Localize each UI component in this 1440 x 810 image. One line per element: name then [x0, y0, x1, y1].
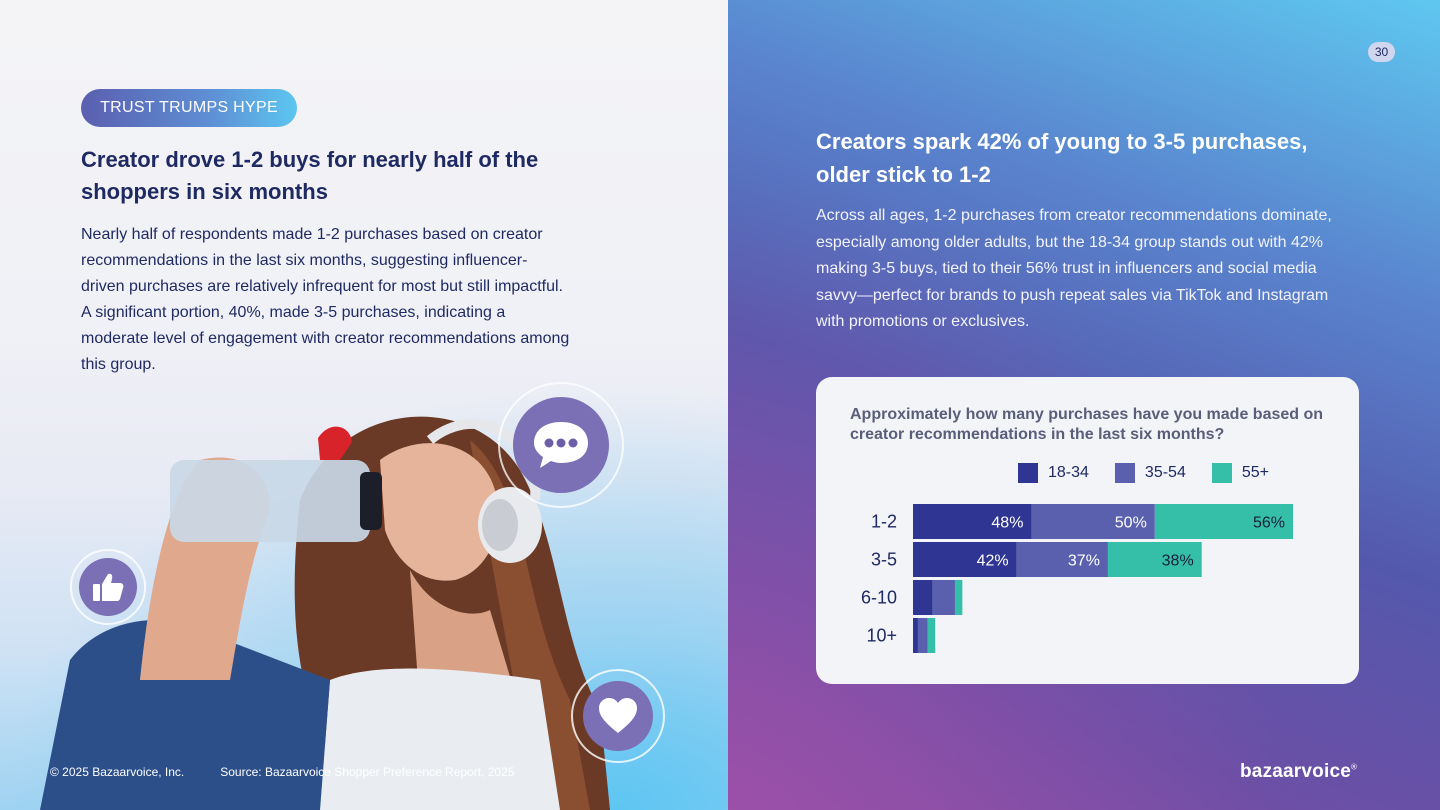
left-panel: TRUST TRUMPS HYPE Creator drove 1-2 buys…: [0, 0, 728, 810]
bar-18-34-1-2: [913, 504, 1032, 539]
heart-icon: [599, 698, 637, 733]
legend-item-35-54: 35-54: [1114, 463, 1186, 483]
copyright-text: © 2025 Bazaarvoice, Inc.: [50, 765, 185, 779]
bar-18-34-3-5: [913, 542, 1017, 577]
logo-registered-mark: ®: [1351, 762, 1358, 772]
bar-35-54-10+: [917, 618, 928, 653]
right-body: Across all ages, 1-2 purchases from crea…: [816, 207, 1332, 330]
chart-card: Approximately how many purchases have yo…: [816, 377, 1359, 684]
legend-item-55-plus: 55+: [1211, 463, 1269, 483]
legend-label: 18-34: [1048, 464, 1089, 481]
stacked-bar-chart: 1-2 48% 50% 56% 3-5 42% 37% 38% 6-10 10+: [861, 504, 1293, 653]
right-title: Creators spark 42% of young to 3-5 purch…: [816, 129, 1308, 187]
bar-18-34-6-10: [913, 580, 933, 615]
left-title: Creator drove 1-2 buys for nearly half o…: [81, 147, 539, 204]
legend-swatch-55-plus: [1211, 463, 1232, 483]
bazaarvoice-logo: bazaarvoice®: [1240, 761, 1357, 783]
legend-label: 55+: [1241, 464, 1269, 481]
section-tag: TRUST TRUMPS HYPE: [81, 89, 297, 127]
data-label-35-54-3-5: 37%: [1068, 553, 1100, 570]
data-label-55+-3-5: 38%: [1162, 553, 1194, 570]
bar-35-54-3-5: [1016, 542, 1108, 577]
heart-badge: [571, 669, 665, 763]
data-label-18-34-3-5: 42%: [977, 553, 1009, 570]
footer-left: © 2025 Bazaarvoice, Inc. Source: Bazaarv…: [50, 765, 514, 779]
jacket-shape: [40, 620, 330, 810]
data-label-18-34-1-2: 48%: [991, 515, 1023, 532]
thumbs-up-icon: [93, 573, 124, 601]
bar-35-54-1-2: [1031, 504, 1155, 539]
woman-drinking-illustration: [40, 416, 610, 810]
face-shape: [380, 443, 499, 581]
legend-item-18-34: 18-34: [1018, 463, 1089, 483]
chat-bubble-icon: [534, 422, 588, 468]
bar-55+-6-10: [954, 580, 963, 615]
chart-legend: 18-34 35-54 55+: [1018, 463, 1269, 483]
chat-bubble-badge: [498, 382, 624, 508]
category-label-3-5: 3-5: [871, 550, 897, 570]
data-label-55+-1-2: 56%: [1253, 515, 1285, 532]
legend-swatch-18-34: [1018, 463, 1038, 483]
shirt-shape: [320, 668, 560, 810]
category-label-1-2: 1-2: [871, 512, 897, 532]
source-text: Source: Bazaarvoice Shopper Preference R…: [220, 765, 515, 779]
left-body: Nearly half of respondents made 1-2 purc…: [81, 226, 570, 373]
legend-swatch-35-54: [1114, 463, 1135, 483]
bar-55+-10+: [927, 618, 936, 653]
chart-title: Approximately how many purchases have yo…: [850, 406, 1324, 443]
bar-35-54-6-10: [932, 580, 955, 615]
page-number: 30: [1368, 42, 1395, 62]
bar-18-34-10+: [913, 618, 918, 653]
data-label-35-54-1-2: 50%: [1115, 515, 1147, 532]
logo-text: bazaarvoice: [1240, 761, 1351, 782]
water-bottle: [170, 426, 382, 542]
category-label-6-10: 6-10: [861, 588, 897, 608]
bar-55+-1-2: [1154, 504, 1293, 539]
category-label-10+: 10+: [866, 626, 897, 646]
legend-label: 35-54: [1144, 464, 1186, 481]
bar-55+-3-5: [1107, 542, 1202, 577]
thumbs-up-badge: [70, 549, 146, 625]
right-panel: 30 Creators spark 42% of young to 3-5 pu…: [728, 0, 1440, 810]
